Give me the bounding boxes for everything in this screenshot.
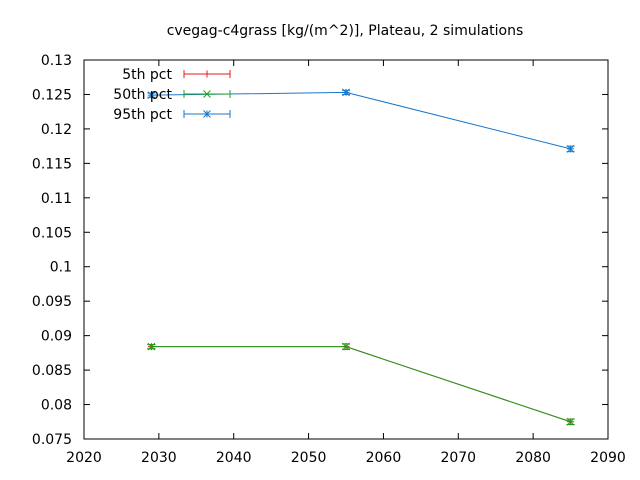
legend: 5th pct 50th pct 95th pct	[113, 67, 231, 123]
series-95th-pct	[147, 88, 575, 153]
data-point-marker	[147, 91, 156, 99]
x-tick-label: 2070	[440, 450, 476, 466]
data-point-marker	[342, 88, 350, 97]
x-tick-label: 2080	[515, 450, 551, 466]
data-point-marker	[566, 145, 575, 153]
legend-item: 50th pct	[113, 87, 231, 103]
y-tick-label: 0.125	[32, 87, 72, 103]
y-tick-label: 0.075	[32, 432, 72, 448]
data-point-marker	[147, 342, 156, 351]
y-tick-label: 0.11	[41, 191, 72, 207]
x-tick-label: 2060	[366, 450, 402, 466]
series-line	[151, 346, 571, 423]
series-layer	[147, 88, 575, 426]
plot-area-border	[83, 59, 609, 440]
legend-item: 95th pct	[113, 107, 231, 123]
y-tick-label: 0.12	[41, 122, 72, 138]
data-point-marker	[342, 342, 350, 351]
legend-label: 5th pct	[122, 67, 172, 83]
y-tick-label: 0.085	[32, 363, 72, 379]
x-tick-label: 2040	[216, 450, 252, 466]
y-tick-label: 0.09	[41, 329, 72, 345]
data-point-marker	[203, 110, 211, 118]
data-point-marker	[203, 90, 211, 98]
x-tick-label: 2020	[66, 450, 102, 466]
x-tick-label: 2050	[291, 450, 327, 466]
data-point-marker	[566, 417, 575, 426]
y-tick-label: 0.105	[32, 225, 72, 241]
y-tick-label: 0.115	[32, 156, 72, 172]
y-tick-label: 0.095	[32, 294, 72, 310]
chart-title: cvegag-c4grass [kg/(m^2)], Plateau, 2 si…	[167, 23, 524, 39]
series-5th-pct	[147, 343, 575, 426]
legend-label: 95th pct	[113, 107, 172, 123]
axis-ticks: 2020 2030 2040 2050 2060 2070 2080 2090 0.075 0.0…	[32, 53, 626, 466]
y-tick-label: 0.08	[41, 398, 72, 414]
series-line	[151, 346, 571, 423]
legend-label: 50th pct	[113, 87, 172, 103]
series-line	[151, 91, 571, 150]
y-tick-label: 0.13	[41, 53, 72, 69]
series-50th-pct	[147, 342, 575, 426]
y-tick-label: 0.1	[50, 260, 72, 276]
x-tick-label: 2030	[141, 450, 177, 466]
legend-item: 5th pct	[122, 67, 231, 83]
x-tick-label: 2090	[590, 450, 626, 466]
data-point-marker	[203, 70, 211, 78]
